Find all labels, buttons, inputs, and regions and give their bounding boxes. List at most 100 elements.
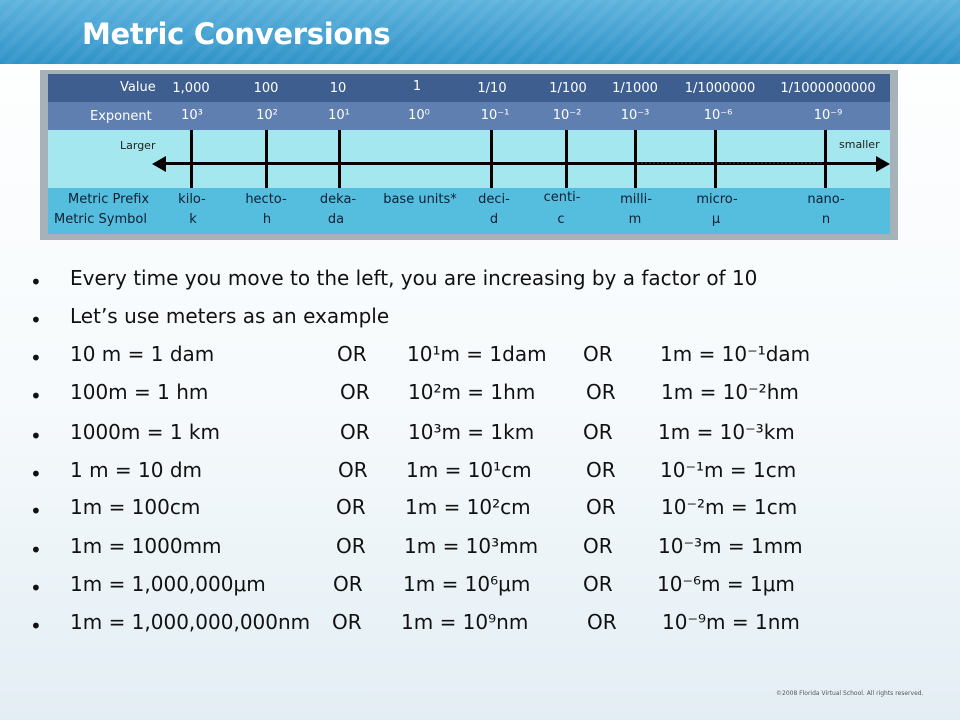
conversion-left: 100m = 1 hm — [70, 380, 209, 404]
value-cell: 1 — [412, 79, 422, 94]
conversion-left: 1m = 1,000,000,000nm — [70, 610, 311, 634]
bullet-item: • Every time you move to the left, you a… — [30, 266, 930, 296]
scale-tick — [190, 130, 193, 188]
prefix-row-label: Metric Prefix — [68, 192, 150, 207]
prefix-symbol-rows: Metric Prefix Metric Symbol kilo- hecto-… — [48, 188, 890, 234]
prefix-cell: deci- — [478, 192, 510, 207]
prefix-cell: base units* — [383, 192, 457, 207]
scale-tick — [490, 130, 493, 188]
bullet-icon: • — [30, 614, 42, 638]
conversion-right: 10⁻⁹m = 1nm — [662, 610, 800, 634]
exponent-row-label: Exponent — [90, 109, 152, 124]
or-label: OR — [586, 380, 616, 404]
exponent-cell: 10² — [256, 108, 278, 123]
conversion-middle: 1m = 10¹cm — [406, 458, 532, 482]
bullet-icon: • — [30, 346, 42, 370]
value-cell: 1/1000000 — [684, 81, 756, 96]
bullet-item: • 1m = 100cm OR 1m = 10²cm OR 10⁻²m = 1c… — [30, 495, 930, 525]
value-cell: 1/100 — [549, 81, 587, 96]
or-label: OR — [340, 380, 370, 404]
value-cell: 1/10 — [477, 81, 507, 96]
symbol-cell: m — [628, 212, 642, 227]
bullet-icon: • — [30, 499, 42, 523]
bullet-text: Let’s use meters as an example — [70, 304, 390, 328]
copyright-notice: ©2008 Florida Virtual School. All rights… — [776, 690, 924, 697]
or-label: OR — [333, 572, 363, 596]
bullet-icon: • — [30, 424, 42, 448]
or-label: OR — [336, 534, 366, 558]
conversion-right: 1m = 10⁻²hm — [661, 380, 799, 404]
scale-tick — [565, 130, 568, 188]
conversion-middle: 10¹m = 1dam — [407, 342, 547, 366]
value-cell: 1,000 — [172, 81, 210, 96]
conversion-middle: 10³m = 1km — [408, 420, 535, 444]
bullet-icon: • — [30, 462, 42, 486]
symbol-cell: c — [557, 212, 565, 227]
exponent-cell: 10⁻² — [552, 108, 582, 123]
or-label: OR — [340, 420, 370, 444]
value-row: Value 1,000 100 10 1 1/10 1/100 1/1000 1… — [48, 74, 890, 102]
exponent-cell: 10⁰ — [408, 108, 430, 123]
value-cell: 100 — [253, 81, 279, 96]
exponent-cell: 10⁻⁶ — [703, 108, 733, 123]
bullet-icon: • — [30, 308, 42, 332]
bullet-item: • Let’s use meters as an example — [30, 304, 930, 334]
bullet-icon: • — [30, 538, 42, 562]
scale-tick — [714, 130, 717, 188]
smaller-label: smaller — [839, 138, 880, 151]
symbol-cell: k — [189, 212, 197, 227]
conversion-right: 10⁻¹m = 1cm — [660, 458, 797, 482]
or-label: OR — [332, 610, 362, 634]
conversion-right: 10⁻⁶m = 1μm — [657, 572, 795, 596]
title-bar-texture — [0, 0, 960, 64]
exponent-row: Exponent 10³ 10² 10¹ 10⁰ 10⁻¹ 10⁻² 10⁻³ … — [48, 102, 890, 130]
right-arrow-icon — [876, 156, 890, 172]
metric-prefix-chart: Value 1,000 100 10 1 1/10 1/100 1/1000 1… — [40, 70, 898, 240]
value-cell: 10 — [329, 81, 347, 96]
or-label: OR — [337, 342, 367, 366]
exponent-cell: 10⁻⁹ — [813, 108, 843, 123]
exponent-cell: 10³ — [181, 108, 203, 123]
symbol-cell: da — [327, 212, 345, 227]
symbol-cell: d — [489, 212, 499, 227]
conversion-middle: 1m = 10³mm — [404, 534, 539, 558]
symbol-row-label: Metric Symbol — [54, 212, 147, 227]
bullet-item: • 1000m = 1 km OR 10³m = 1km OR 1m = 10⁻… — [30, 420, 930, 450]
bullet-text: Every time you move to the left, you are… — [70, 266, 758, 290]
conversion-middle: 1m = 10²cm — [405, 495, 531, 519]
conversion-right: 1m = 10⁻¹dam — [660, 342, 811, 366]
or-label: OR — [583, 342, 613, 366]
exponent-cell: 10⁻³ — [620, 108, 650, 123]
symbol-cell: μ — [711, 212, 721, 227]
larger-label: Larger — [120, 139, 156, 152]
left-arrow-icon — [152, 156, 166, 172]
or-label: OR — [338, 458, 368, 482]
bullet-item: • 100m = 1 hm OR 10²m = 1hm OR 1m = 10⁻²… — [30, 380, 930, 410]
conversion-middle: 1m = 10⁹nm — [401, 610, 529, 634]
conversion-left: 1 m = 10 dm — [70, 458, 203, 482]
conversion-left: 1000m = 1 km — [70, 420, 220, 444]
conversion-left: 1m = 1000mm — [70, 534, 222, 558]
title-bar: Metric Conversions — [0, 0, 960, 64]
bullet-icon: • — [30, 576, 42, 600]
or-label: OR — [587, 610, 617, 634]
conversion-middle: 10²m = 1hm — [408, 380, 536, 404]
or-label: OR — [586, 495, 616, 519]
or-label: OR — [336, 495, 366, 519]
bullet-item: • 1m = 1000mm OR 1m = 10³mm OR 10⁻³m = 1… — [30, 534, 930, 564]
symbol-cell: n — [821, 212, 831, 227]
conversion-left: 1m = 100cm — [70, 495, 201, 519]
bullet-item: • 10 m = 1 dam OR 10¹m = 1dam OR 1m = 10… — [30, 342, 930, 372]
prefix-cell: centi- — [543, 190, 581, 205]
prefix-cell: milli- — [620, 192, 652, 207]
prefix-cell: nano- — [807, 192, 845, 207]
conversion-right: 10⁻²m = 1cm — [661, 495, 798, 519]
scale-tick — [824, 130, 827, 188]
prefix-cell: micro- — [696, 192, 738, 207]
symbol-cell: h — [262, 212, 272, 227]
prefix-cell: hecto- — [245, 192, 287, 207]
or-label: OR — [583, 420, 613, 444]
or-label: OR — [583, 534, 613, 558]
value-row-label: Value — [120, 80, 156, 95]
conversion-left: 10 m = 1 dam — [70, 342, 215, 366]
